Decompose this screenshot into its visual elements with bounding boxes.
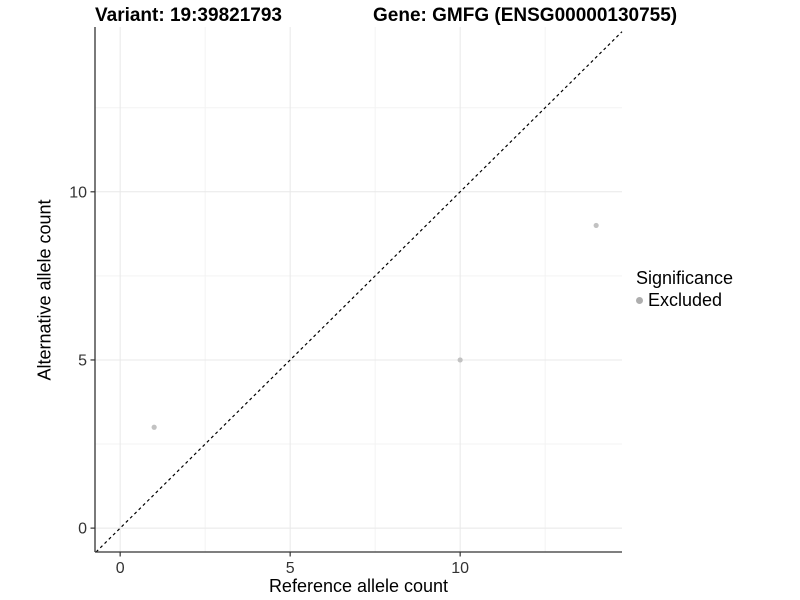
legend: Significance Excluded [636, 268, 733, 311]
x-tick-label: 0 [116, 560, 125, 577]
data-point [593, 222, 599, 229]
data-point [457, 357, 463, 363]
legend-item-label: Excluded [648, 290, 723, 310]
y-tick-label: 0 [78, 521, 87, 538]
y-tick-label: 5 [78, 352, 87, 369]
y-axis-title: Alternative allele count [34, 199, 55, 381]
legend-title: Significance [636, 268, 734, 288]
x-tick-label: 10 [451, 560, 469, 577]
identity-line [95, 31, 623, 553]
legend-item-excluded: Excluded [636, 290, 733, 311]
plot-title-variant: Variant: 19:39821793 [95, 5, 282, 26]
plot-title-gene: Gene: GMFG (ENSG00000130755) [373, 5, 678, 26]
legend-point-icon [636, 297, 643, 304]
x-tick-label: 5 [286, 560, 295, 577]
y-tick-label: 10 [69, 184, 87, 201]
x-axis-title: Reference allele count [268, 576, 449, 596]
data-point [151, 424, 157, 430]
